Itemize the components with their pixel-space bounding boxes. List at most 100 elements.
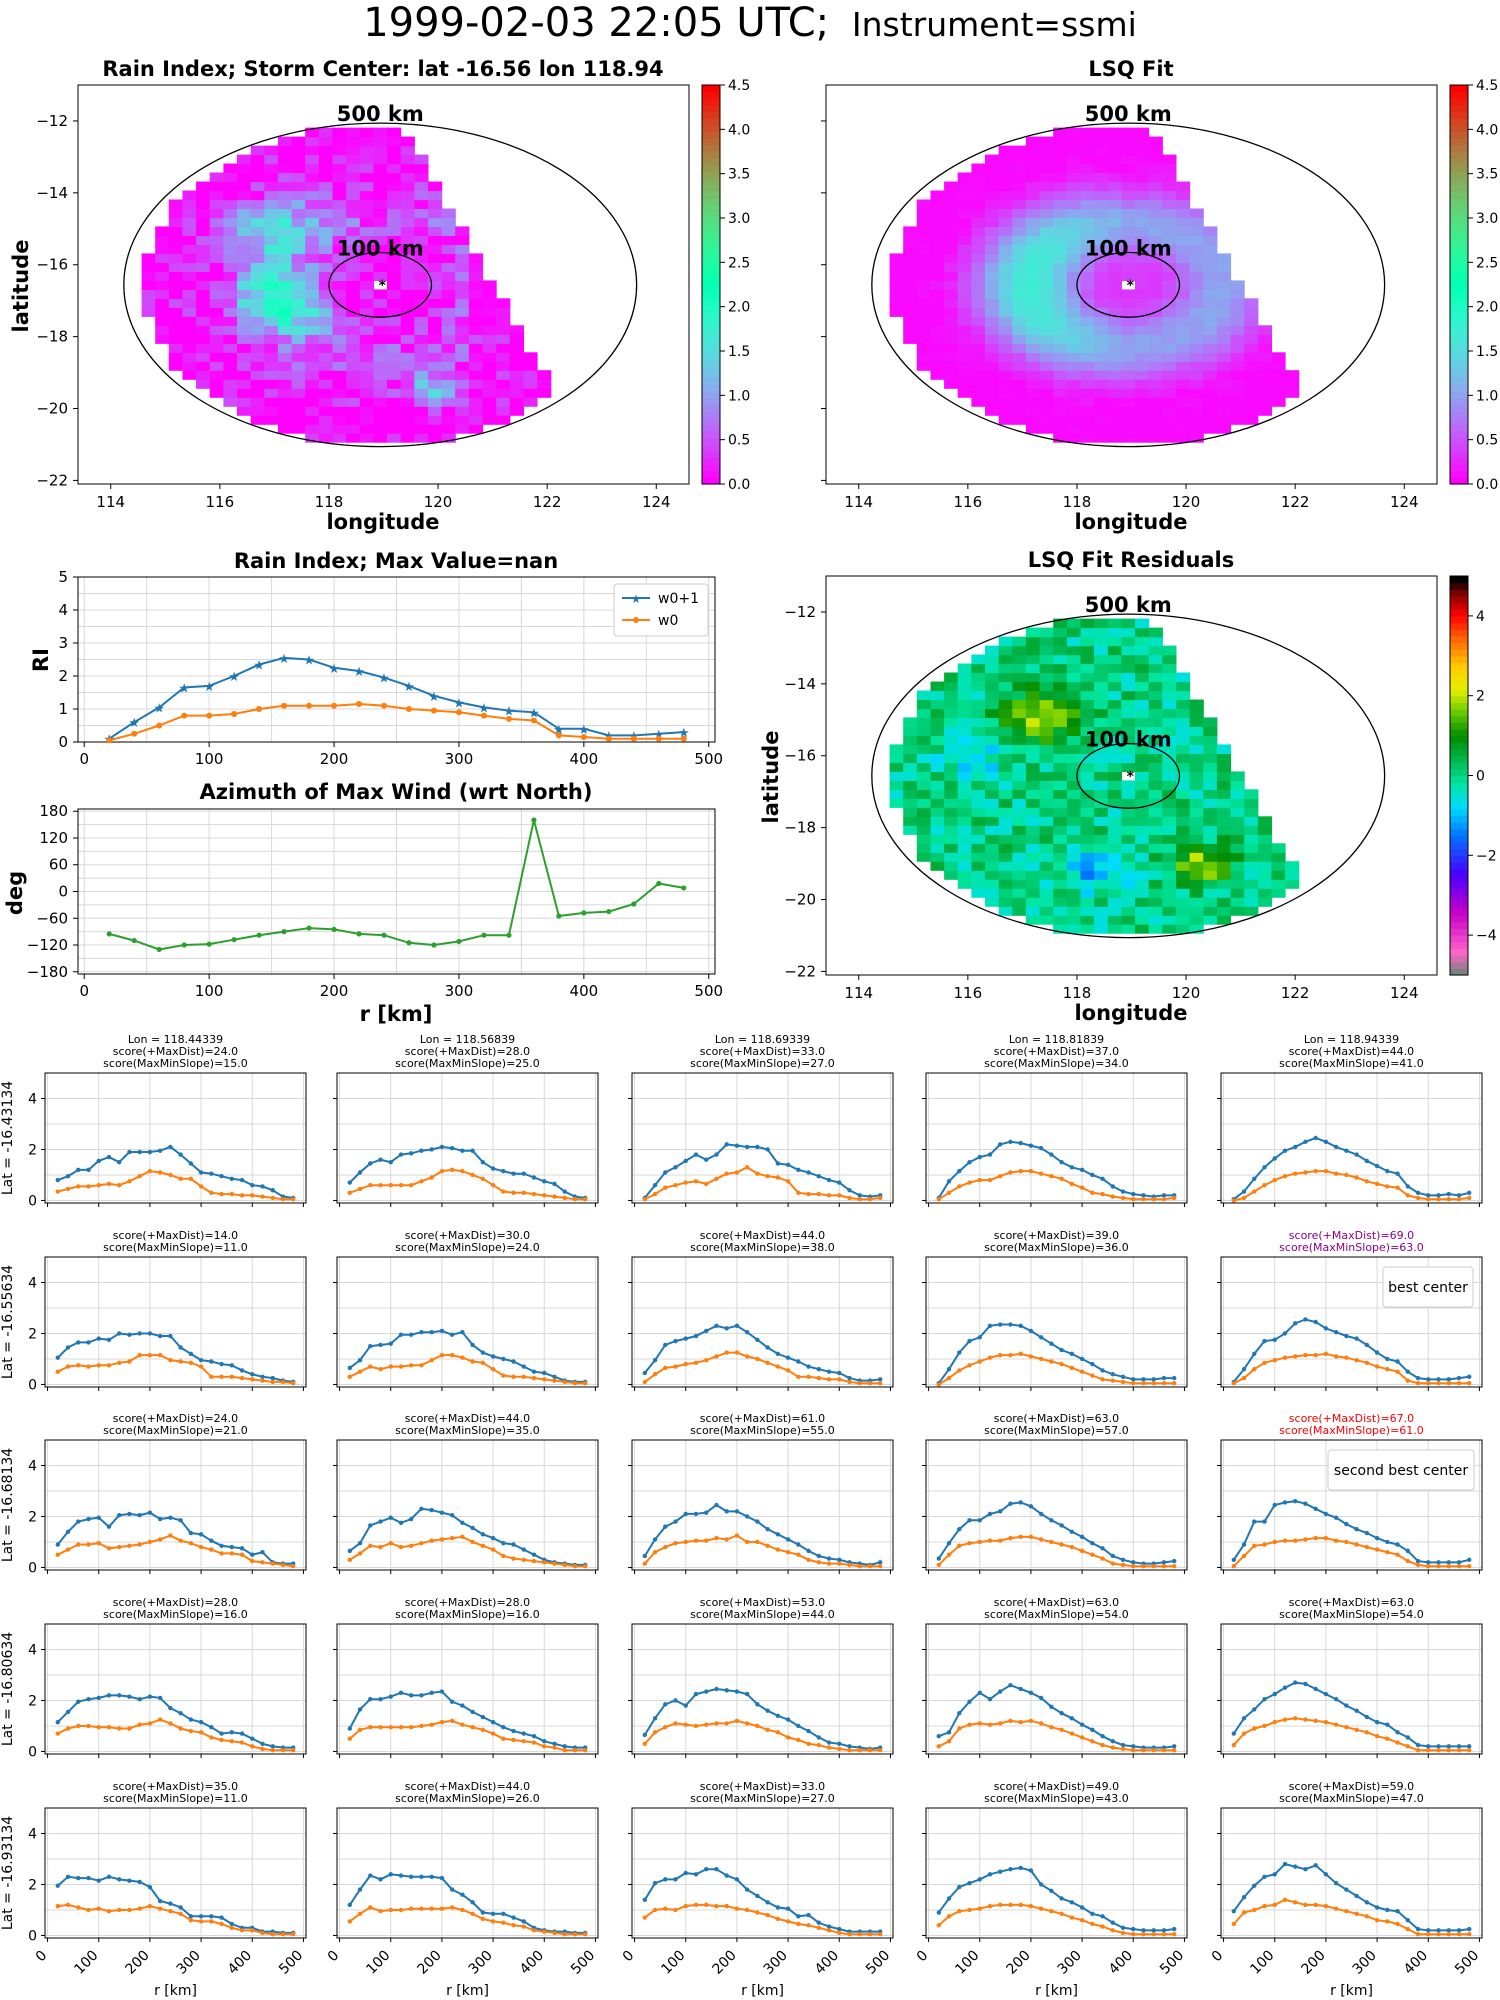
map-cell: [1230, 361, 1245, 371]
map-cell: [332, 280, 347, 290]
map-cell: [1094, 244, 1109, 254]
map-cell: [168, 334, 183, 344]
map-cell: [916, 825, 931, 835]
map-cell: [957, 735, 972, 745]
map-cell: [1080, 298, 1095, 308]
panel-point: [1456, 1560, 1462, 1565]
panel-point: [1018, 1323, 1023, 1329]
colorbar-step: [1450, 622, 1468, 630]
map-xtick-label: 124: [1390, 984, 1419, 1002]
map-cell: [1107, 388, 1122, 398]
map-cell: [441, 433, 456, 443]
panel-point: [1141, 1193, 1146, 1198]
panel-point: [1110, 1561, 1115, 1566]
map-cell: [1107, 289, 1122, 299]
map-cell: [916, 262, 931, 272]
map-cell: [1053, 379, 1068, 389]
map-cell: [509, 406, 524, 416]
colorbar-step: [1450, 822, 1468, 830]
map-cell: [998, 388, 1013, 398]
colorbar-step: [1450, 755, 1468, 763]
map-cell: [1203, 226, 1218, 236]
map-cell: [971, 343, 986, 353]
map-cell: [1094, 262, 1109, 272]
map-cell: [916, 762, 931, 772]
map-cell: [264, 163, 279, 174]
map-cell: [1025, 816, 1041, 826]
panel-point: [1079, 1534, 1085, 1540]
panel-point: [209, 1359, 214, 1364]
panel-point: [1415, 1742, 1421, 1748]
map-cell: [277, 235, 293, 245]
panel-point: [987, 1355, 993, 1360]
series-point: [231, 710, 238, 717]
map-cell: [1203, 879, 1218, 889]
colorbar-step: [1450, 709, 1468, 717]
panel-point: [816, 1560, 821, 1565]
map-cell: [468, 289, 484, 299]
panel-point: [693, 1511, 699, 1517]
candidate-panel: score(MaxMinSlope)=15.0score(+MaxDist)=2…: [0, 1033, 307, 1209]
map-cell: [1039, 861, 1054, 871]
map-cell: [373, 181, 388, 192]
xtick-label: 300: [445, 750, 474, 768]
panel-frame: [336, 1256, 599, 1388]
panel-point: [1028, 1354, 1034, 1359]
panel-point: [398, 1332, 404, 1337]
panel-point: [1018, 1719, 1023, 1725]
panel-point: [378, 1696, 383, 1702]
map-cell: [223, 235, 238, 245]
map-cell: [250, 262, 265, 272]
map-cell: [346, 181, 361, 192]
map-cell: [482, 280, 497, 290]
map-cell: [1066, 361, 1082, 371]
map-cell: [1012, 181, 1027, 192]
panel-point: [127, 1726, 132, 1731]
map-cell: [223, 316, 238, 326]
map-cell: [971, 388, 986, 398]
map-cell: [1066, 289, 1082, 299]
candidate-panel: score(MaxMinSlope)=25.0score(+MaxDist)=2…: [333, 1033, 599, 1207]
map-cell: [318, 334, 334, 344]
map-cell: [1094, 843, 1109, 853]
panel-point: [117, 1877, 122, 1882]
map-cell: [1121, 627, 1136, 638]
panel-point: [1151, 1377, 1156, 1382]
map-cell: [998, 415, 1013, 425]
panel-point: [1161, 1560, 1167, 1565]
map-cell: [482, 334, 497, 344]
panel-point: [127, 1179, 132, 1184]
map-cell: [1135, 154, 1150, 165]
map-cell: [373, 370, 388, 380]
map-cell: [971, 807, 986, 817]
map-cells: [889, 618, 1300, 934]
map-cell: [264, 208, 279, 219]
map-cell: [1148, 789, 1163, 799]
map-cell: [223, 217, 238, 228]
map-cell: [1107, 199, 1122, 210]
panel-point: [127, 1907, 132, 1913]
map-cell: [1053, 163, 1068, 174]
panel-point: [1354, 1152, 1359, 1157]
panel-point: [86, 1340, 91, 1345]
panel-score-slope: score(MaxMinSlope)=27.0: [690, 1057, 835, 1070]
panel-point: [1456, 1375, 1462, 1381]
map-cell: [971, 280, 986, 290]
map-cell: [1121, 298, 1136, 308]
panel-point: [1354, 1175, 1359, 1180]
map-cell: [1176, 852, 1191, 862]
map-cell: [1216, 906, 1232, 916]
map-cell: [1053, 852, 1068, 862]
map-cell: [428, 343, 443, 353]
candidate-panel: score(MaxMinSlope)=24.0score(+MaxDist)=3…: [333, 1229, 599, 1391]
map-cell: [223, 163, 238, 174]
map-cell: [957, 280, 972, 290]
panel-point: [755, 1337, 760, 1343]
panel-point: [867, 1747, 873, 1753]
map-cell: [441, 235, 456, 245]
azimuth-point: [431, 942, 437, 948]
panel-point: [188, 1530, 194, 1536]
map-cell: [1162, 906, 1177, 916]
map-cell: [373, 145, 388, 156]
azimuth-point: [406, 940, 412, 946]
